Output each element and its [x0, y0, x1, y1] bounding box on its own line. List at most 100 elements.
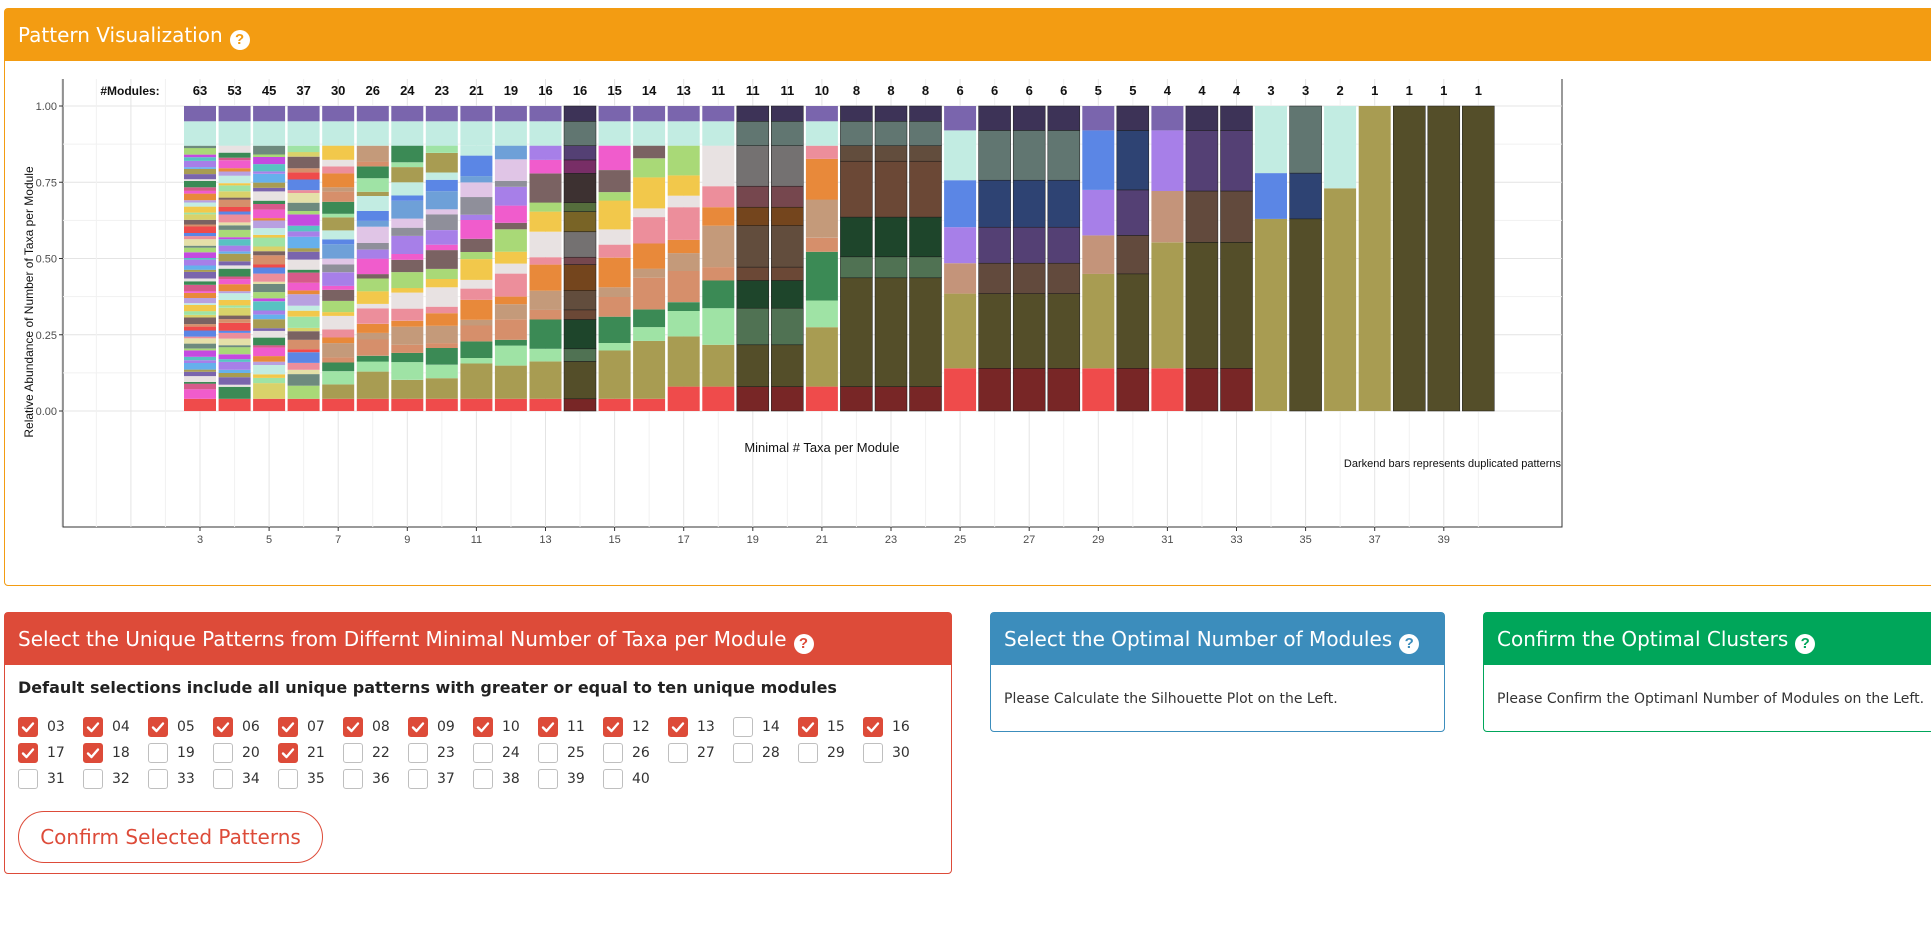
pattern-checkbox-34[interactable]: 34: [213, 768, 260, 790]
pattern-checkbox-28[interactable]: 28: [733, 742, 780, 764]
checkbox[interactable]: [278, 717, 298, 737]
checkbox[interactable]: [213, 769, 233, 789]
question-circle-icon[interactable]: ?: [1399, 633, 1420, 654]
bar-segment: [253, 204, 286, 210]
checkbox[interactable]: [213, 717, 233, 737]
question-circle-icon[interactable]: ?: [1795, 633, 1816, 654]
checkbox-label: 19: [177, 745, 195, 761]
checkbox[interactable]: [798, 743, 818, 763]
bar-segment: [736, 280, 770, 309]
checkbox[interactable]: [733, 743, 753, 763]
pattern-checkbox-31[interactable]: 31: [18, 768, 65, 790]
question-circle-icon[interactable]: ?: [793, 633, 814, 654]
pattern-checkbox-10[interactable]: 10: [473, 716, 520, 738]
pattern-checkbox-20[interactable]: 20: [213, 742, 260, 764]
pattern-checkbox-40[interactable]: 40: [603, 768, 650, 790]
pattern-checkbox-16[interactable]: 16: [863, 716, 910, 738]
bar-segment: [253, 255, 286, 265]
pattern-checkbox-23[interactable]: 23: [408, 742, 455, 764]
pattern-checkbox-12[interactable]: 12: [603, 716, 650, 738]
bar-segment: [702, 121, 735, 146]
checkbox[interactable]: [798, 717, 818, 737]
checkbox[interactable]: [148, 743, 168, 763]
checkbox[interactable]: [343, 769, 363, 789]
pattern-checkbox-36[interactable]: 36: [343, 768, 390, 790]
pattern-checkbox-07[interactable]: 07: [278, 716, 325, 738]
pattern-checkbox-14[interactable]: 14: [733, 716, 780, 738]
pattern-checkbox-06[interactable]: 06: [213, 716, 260, 738]
bar-segment: [1116, 189, 1150, 236]
x-tick-label: 39: [1438, 534, 1450, 546]
pattern-checkbox-27[interactable]: 27: [668, 742, 715, 764]
pattern-checkbox-24[interactable]: 24: [473, 742, 520, 764]
pattern-checkbox-26[interactable]: 26: [603, 742, 650, 764]
pattern-checkbox-35[interactable]: 35: [278, 768, 325, 790]
checkbox[interactable]: [538, 769, 558, 789]
pattern-checkbox-38[interactable]: 38: [473, 768, 520, 790]
checkbox[interactable]: [148, 717, 168, 737]
pattern-checkbox-03[interactable]: 03: [18, 716, 65, 738]
pattern-checkbox-04[interactable]: 04: [83, 716, 130, 738]
checkbox[interactable]: [343, 743, 363, 763]
bar-segment: [598, 287, 631, 297]
checkbox[interactable]: [603, 717, 623, 737]
pattern-checkbox-17[interactable]: 17: [18, 742, 65, 764]
bar-segment: [253, 356, 286, 362]
checkbox[interactable]: [408, 769, 428, 789]
checkbox[interactable]: [278, 743, 298, 763]
pattern-checkbox-29[interactable]: 29: [798, 742, 845, 764]
checkbox[interactable]: [408, 717, 428, 737]
checkbox[interactable]: [473, 717, 493, 737]
checkbox[interactable]: [863, 717, 883, 737]
pattern-checkbox-39[interactable]: 39: [538, 768, 585, 790]
checkbox-label: 23: [437, 745, 455, 761]
pattern-checkbox-21[interactable]: 21: [278, 742, 325, 764]
checkbox[interactable]: [83, 743, 103, 763]
question-circle-icon[interactable]: ?: [229, 29, 250, 50]
pattern-checkbox-18[interactable]: 18: [83, 742, 130, 764]
pattern-checkbox-32[interactable]: 32: [83, 768, 130, 790]
pattern-checkbox-13[interactable]: 13: [668, 716, 715, 738]
checkbox[interactable]: [408, 743, 428, 763]
checkbox[interactable]: [278, 769, 298, 789]
checkbox[interactable]: [18, 769, 38, 789]
checkbox[interactable]: [538, 743, 558, 763]
pattern-checkbox-22[interactable]: 22: [343, 742, 390, 764]
checkbox[interactable]: [213, 743, 233, 763]
bar-segment: [598, 244, 631, 258]
bar-segment: [184, 121, 216, 146]
bar-stack-17: [667, 106, 700, 411]
pattern-checkbox-08[interactable]: 08: [343, 716, 390, 738]
pattern-checkbox-15[interactable]: 15: [798, 716, 845, 738]
checkbox[interactable]: [603, 769, 623, 789]
bar-segment: [322, 371, 355, 385]
checkbox[interactable]: [538, 717, 558, 737]
pattern-checkbox-09[interactable]: 09: [408, 716, 455, 738]
checkbox[interactable]: [83, 769, 103, 789]
checkbox-label: 26: [632, 745, 650, 761]
checkbox[interactable]: [668, 743, 688, 763]
checkbox[interactable]: [343, 717, 363, 737]
checkbox[interactable]: [473, 769, 493, 789]
checkbox[interactable]: [603, 743, 623, 763]
checkbox[interactable]: [473, 743, 493, 763]
pattern-checkbox-33[interactable]: 33: [148, 768, 195, 790]
bar-segment: [1012, 105, 1046, 131]
pattern-checkbox-19[interactable]: 19: [148, 742, 195, 764]
checkbox[interactable]: [83, 717, 103, 737]
pattern-checkbox-37[interactable]: 37: [408, 768, 455, 790]
checkbox[interactable]: [733, 717, 753, 737]
pattern-checkbox-05[interactable]: 05: [148, 716, 195, 738]
confirm-selected-patterns-button[interactable]: Confirm Selected Patterns: [18, 811, 323, 863]
pattern-checkbox-25[interactable]: 25: [538, 742, 585, 764]
checkbox[interactable]: [148, 769, 168, 789]
pattern-checkbox-30[interactable]: 30: [863, 742, 910, 764]
checkbox[interactable]: [18, 743, 38, 763]
checkbox[interactable]: [18, 717, 38, 737]
bar-segment: [1047, 226, 1081, 264]
pattern-checkbox-11[interactable]: 11: [538, 716, 585, 738]
checkbox[interactable]: [668, 717, 688, 737]
bar-stack-22: [840, 105, 873, 412]
checkbox[interactable]: [863, 743, 883, 763]
bar-segment: [425, 313, 458, 326]
